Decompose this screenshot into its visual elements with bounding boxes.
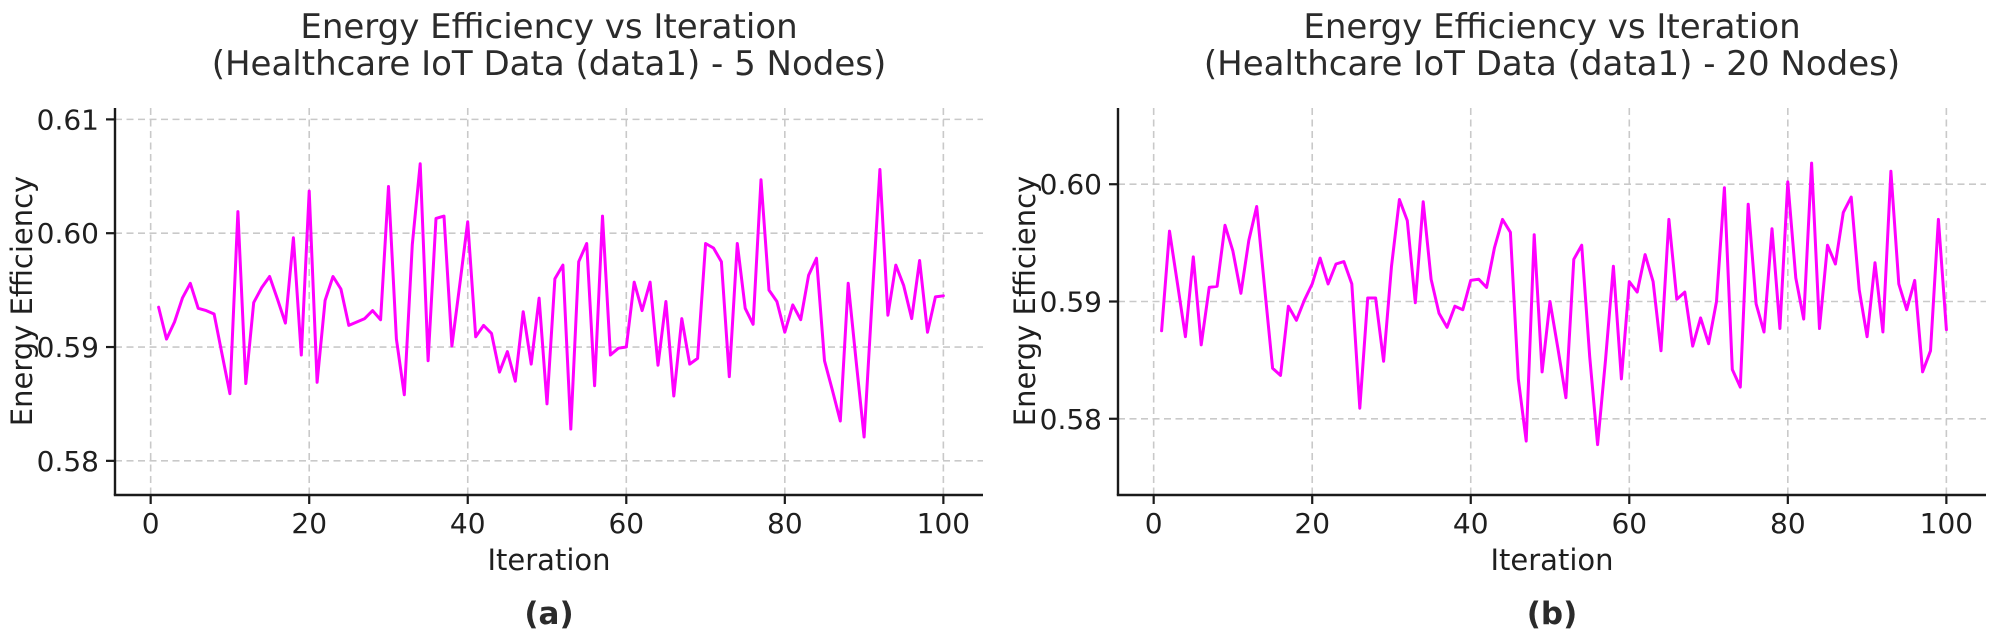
chart-b-x-axis-label: Iteration xyxy=(1490,543,1613,577)
tick-labels: 0 20 40 60 80 100 0.58 0.59 0.60 0.61 xyxy=(37,103,970,540)
tick-marks xyxy=(1109,183,1948,504)
axes-spines xyxy=(113,108,983,497)
x-tick-label: 20 xyxy=(1294,507,1330,540)
chart-a-plot-area: 0 20 40 60 80 100 0.58 0.59 0.60 0.61 xyxy=(37,103,983,540)
chart-a-title-line2: (Healthcare IoT Data (data1) - 5 Nodes) xyxy=(212,44,887,84)
x-tick-label: 20 xyxy=(291,507,327,540)
y-tick-label: 0.59 xyxy=(37,331,99,364)
x-tick-label: 80 xyxy=(1770,507,1806,540)
x-tick-label: 100 xyxy=(1920,507,1973,540)
chart-a-y-axis-label: Energy Efficiency xyxy=(5,176,39,426)
x-tick-label: 40 xyxy=(1453,507,1489,540)
y-tick-label: 0.59 xyxy=(1040,286,1102,319)
y-tick-label: 0.61 xyxy=(37,103,99,136)
chart-panel-a: Energy Efficiency vs Iteration (Healthca… xyxy=(5,7,983,632)
tick-marks xyxy=(106,118,945,504)
x-tick-label: 100 xyxy=(917,507,970,540)
energy-efficiency-line xyxy=(1160,161,1948,447)
chart-a-x-axis-label: Iteration xyxy=(487,543,610,577)
chart-b-title-line2: (Healthcare IoT Data (data1) - 20 Nodes) xyxy=(1204,44,1900,84)
chart-b-y-axis-label: Energy Efficiency xyxy=(1008,176,1042,426)
y-tick-label: 0.60 xyxy=(37,217,99,250)
x-tick-label: 40 xyxy=(450,507,486,540)
chart-b-caption: (b) xyxy=(1527,596,1578,632)
chart-a-caption: (a) xyxy=(524,596,573,632)
chart-b-title-line1: Energy Efficiency vs Iteration xyxy=(1303,7,1800,47)
x-tick-label: 60 xyxy=(608,507,644,540)
x-tick-label: 80 xyxy=(767,507,803,540)
energy-efficiency-line xyxy=(157,162,945,439)
gridlines xyxy=(115,108,983,495)
y-tick-label: 0.58 xyxy=(37,445,99,478)
x-tick-label: 0 xyxy=(142,507,160,540)
x-tick-label: 60 xyxy=(1611,507,1647,540)
gridlines xyxy=(1118,108,1986,495)
y-tick-label: 0.60 xyxy=(1040,168,1102,201)
chart-a-title-line1: Energy Efficiency vs Iteration xyxy=(300,7,797,47)
chart-b-plot-area: 0 20 40 60 80 100 0.58 0.59 0.60 xyxy=(1040,108,1986,540)
chart-panel-b: Energy Efficiency vs Iteration (Healthca… xyxy=(1008,7,1986,632)
tick-labels: 0 20 40 60 80 100 0.58 0.59 0.60 xyxy=(1040,168,1973,540)
x-tick-label: 0 xyxy=(1145,507,1163,540)
y-tick-label: 0.58 xyxy=(1040,403,1102,436)
